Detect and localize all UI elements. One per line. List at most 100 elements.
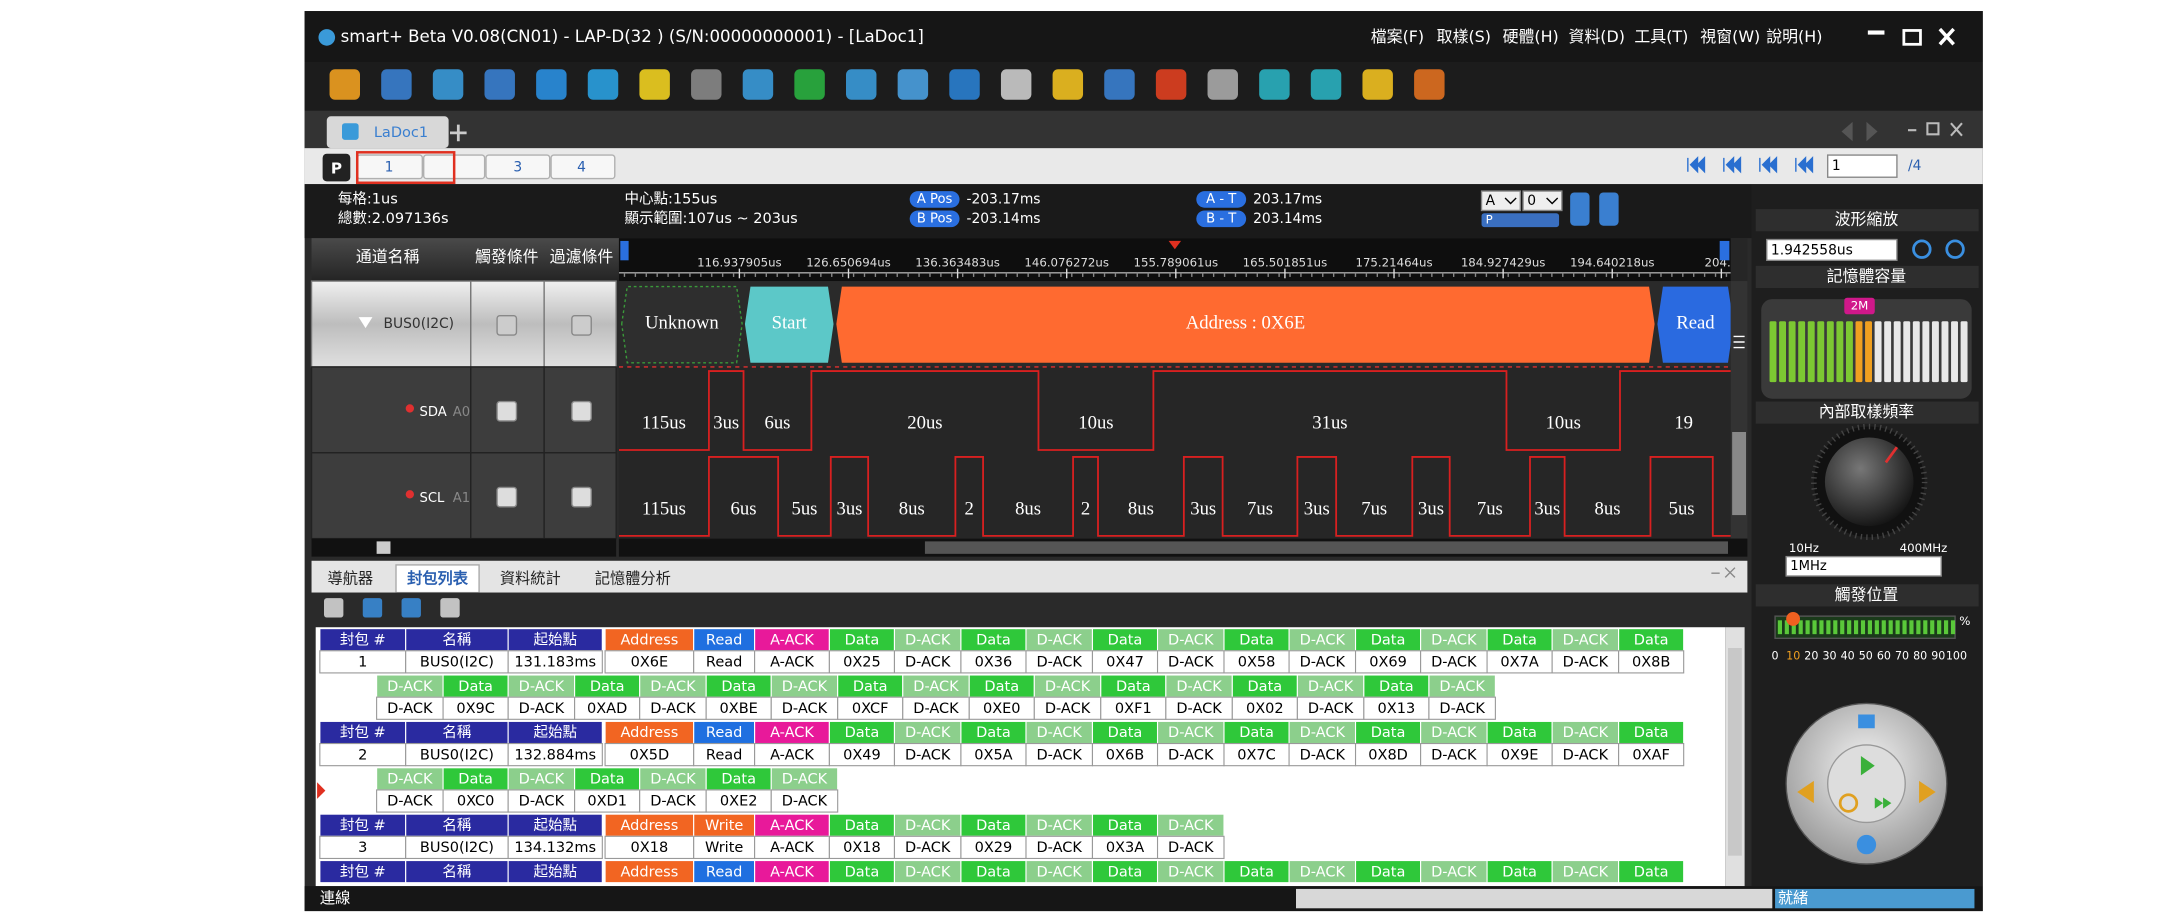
zoom-button[interactable] [1945,239,1965,259]
toolbar-button[interactable] [587,69,619,100]
toolbar-button[interactable] [329,69,361,100]
toolbar-button[interactable] [1259,69,1290,100]
tab-controls [1907,122,1963,137]
document-tab-label[interactable]: LaDoc1 [374,125,428,141]
scl-duration: 8us [1128,499,1154,520]
field-label-text: Read [706,864,742,880]
rate-select[interactable] [1785,555,1942,577]
list-tool[interactable] [401,598,421,618]
page-button[interactable] [322,153,351,182]
packet-value-text: 131.183ms [514,655,596,671]
field-value-text: 0X7C [1237,747,1276,763]
page-button[interactable] [550,154,616,180]
bottom-tab[interactable]: 記憶體分析 [595,569,671,587]
bottom-tab[interactable]: 導航器 [327,569,373,587]
menu-item[interactable]: 工具(T) [1634,27,1688,46]
window-button[interactable] [1902,29,1922,46]
menu-item[interactable]: 視窗(W) [1700,27,1760,46]
column-header-text: 起始點 [533,631,577,648]
toolbar-button[interactable] [742,69,774,100]
toolbar-button[interactable] [639,69,670,100]
toolbar-button[interactable] [1207,69,1238,100]
page-button[interactable] [485,154,551,180]
toolbar-button[interactable] [1000,69,1032,100]
condition-button[interactable] [496,314,518,336]
field-label-text: Data [845,818,880,834]
menu-item[interactable]: 取樣(S) [1437,27,1491,46]
toolbar [304,62,1983,111]
trigger-segment [1923,620,1928,635]
toolbar-button[interactable] [536,69,567,100]
reset-button[interactable] [1838,793,1859,813]
field-value-text: 0X29 [975,840,1013,856]
scl-duration: 7us [1477,499,1503,520]
page-nav[interactable] [1759,156,1778,174]
condition-button[interactable] [571,486,592,508]
close-button[interactable] [1938,27,1955,46]
field-value-text: 0X49 [843,747,881,763]
right-button[interactable] [1919,780,1936,804]
field-label-text: D-ACK [1037,632,1083,648]
page-input[interactable] [1826,154,1898,178]
toolbar-button[interactable] [1414,69,1445,100]
hand-button[interactable] [1858,714,1875,729]
toolbar-button[interactable] [484,69,515,100]
window-button[interactable] [1867,30,1885,35]
list-tool[interactable] [440,598,460,618]
page-nav[interactable] [1723,156,1742,174]
toolbar-button[interactable] [432,69,464,100]
column-header-text: 起始點 [533,863,577,880]
panel-header [1755,265,1979,288]
wave-h-scroll-thumb[interactable] [924,541,1728,554]
condition-button[interactable] [496,486,518,508]
page-button-label[interactable]: 4 [577,160,586,176]
bottom-tab[interactable]: 資料統計 [500,569,561,587]
page-button-label[interactable]: 1 [385,160,394,176]
select[interactable] [1522,190,1563,212]
toolbar-button[interactable] [691,69,722,100]
select[interactable] [1480,190,1521,212]
condition-button[interactable] [571,400,592,422]
page-button-label[interactable]: P [331,159,342,177]
menu-item[interactable]: 說明(H) [1766,27,1822,46]
new-tab[interactable] [450,124,467,142]
toolbar-button[interactable] [1310,69,1342,100]
memory-bar [1817,321,1825,383]
page-nav[interactable] [1687,156,1706,174]
zoom-button[interactable] [1912,239,1932,259]
left-button[interactable] [1797,780,1814,804]
field-label-text: D-ACK [1431,864,1477,880]
toolbar-button[interactable] [1362,69,1393,100]
field-label-text: D-ACK [519,772,565,788]
trigger-segment [1826,620,1831,635]
toolbar-button[interactable] [1052,69,1084,100]
fast-forward[interactable] [1874,797,1892,809]
stop-button[interactable] [1856,834,1877,855]
scl-duration: 3us [836,499,862,520]
menu-item[interactable]: 硬體(H) [1503,27,1559,46]
menu-item[interactable]: 資料(D) [1568,27,1624,46]
toolbar-button[interactable] [949,69,980,100]
list-tool[interactable] [324,598,344,618]
bottom-tab[interactable]: 封包列表 [407,569,469,587]
condition-button[interactable] [571,314,592,336]
zoom-select[interactable] [1766,238,1898,261]
trigger-segment [1950,620,1956,635]
expand-arrow[interactable] [358,317,373,329]
column-header-text: 封包 # [340,724,386,741]
page-button-label[interactable]: 3 [513,160,522,176]
list-tool[interactable] [362,598,383,618]
toolbar-button[interactable] [381,69,412,100]
menu-item[interactable]: 檔案(F) [1371,27,1424,46]
toolbar-button[interactable] [1155,69,1187,100]
toolbar-button[interactable] [1104,69,1135,100]
toolbar-button[interactable] [897,69,929,100]
trigger-handle[interactable] [1786,611,1800,626]
condition-button[interactable] [496,400,518,422]
toolbar-button[interactable] [846,69,877,100]
page-nav[interactable] [1795,156,1814,174]
field-value-text: D-ACK [1176,701,1222,717]
rate-knob[interactable] [1824,437,1914,527]
toolbar-button[interactable] [794,69,825,100]
play-button[interactable] [1860,755,1875,776]
